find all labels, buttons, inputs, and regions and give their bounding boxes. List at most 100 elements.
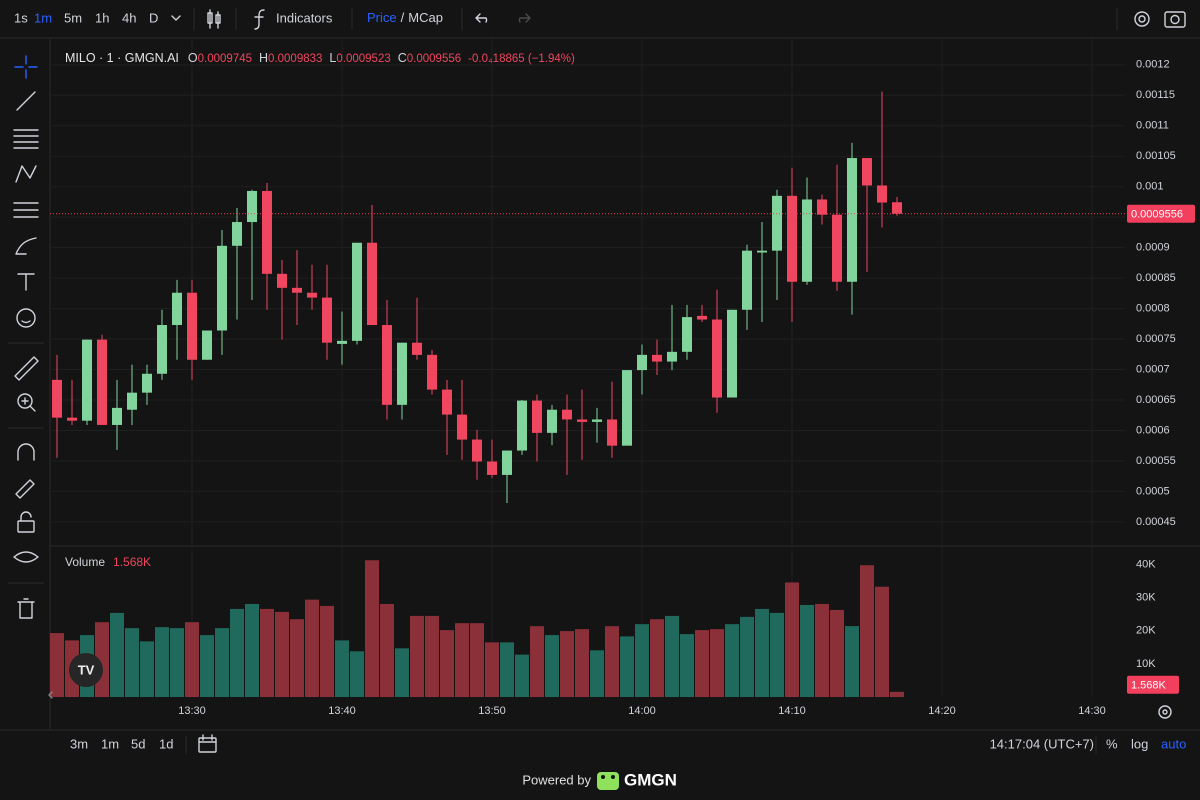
y-tick-label: 0.0006 [1136,424,1170,436]
mcap-option[interactable]: MCap [408,10,443,25]
candle-body [787,195,797,282]
candle-body [862,158,872,186]
volume-bar [425,615,439,697]
svg-text:TV: TV [78,662,95,677]
candle-body [547,409,557,433]
price-option[interactable]: Price [367,10,397,25]
volume-bar [635,624,649,697]
candle-body [67,417,77,421]
volume-bar [260,608,274,697]
candle-body [217,245,227,331]
top-toolbar: 1s 1m 5m 1h 4h D Indicators Price / MCap [14,8,1186,30]
interval[interactable]: 5m [64,10,82,25]
candle-body [427,354,437,390]
volume-bar [380,603,394,697]
volume-bar [650,619,664,697]
candle-body [442,389,452,415]
zoom-tool[interactable] [17,393,36,412]
volume-badge [1127,675,1179,694]
volume-bar [725,624,739,697]
interval-menu[interactable] [171,15,181,21]
candle-body [607,419,617,446]
ohlc-key: O [188,51,198,65]
x-tick-label: 14:20 [928,705,956,717]
date-range-button[interactable] [198,734,217,753]
interval[interactable]: 1h [95,10,109,25]
candle-body [532,400,542,433]
candle-body [202,330,212,360]
volume-bar [110,612,124,697]
candle-body [817,199,827,215]
stay-drawing-tool[interactable] [15,479,35,499]
chart-type-icon[interactable] [207,9,221,29]
candle-body [757,250,767,253]
range-button[interactable]: 1d [159,736,173,751]
range-button[interactable]: 3m [70,736,88,751]
indicators-icon[interactable] [254,9,265,30]
auto-toggle[interactable]: auto [1161,736,1186,751]
percent-toggle[interactable]: % [1106,736,1118,751]
volume-bar [215,628,229,697]
candle-body [232,222,242,246]
interval[interactable]: 4h [122,10,136,25]
clock[interactable]: 14:17:04 (UTC+7) [990,736,1094,751]
y-tick-label: 0.00075 [1136,333,1176,345]
settings-button[interactable] [1134,11,1150,27]
volume-tick-label: 20K [1136,625,1156,637]
ruler-tool[interactable] [14,356,39,381]
volume-bar [770,612,784,697]
text-tool[interactable] [17,273,35,291]
volume-bar [620,636,634,697]
range-button[interactable]: 5d [131,736,145,751]
candle-body [487,461,497,475]
volume-bar [335,640,349,697]
screenshot-button[interactable] [1164,11,1186,28]
volume-tick-label: 30K [1136,592,1156,604]
redo-button[interactable] [518,13,531,23]
candle-body [157,325,167,374]
powered-text: Powered by [522,772,591,787]
volume-bar [740,616,754,697]
interval[interactable]: 1s [14,10,28,25]
lock-tool[interactable] [17,511,35,533]
collapse-arrow[interactable] [48,691,53,699]
log-toggle[interactable]: log [1131,736,1148,751]
indicators-button[interactable]: Indicators [276,10,333,25]
volume-bar [875,586,889,697]
prediction-tool[interactable] [13,202,39,218]
volume-bar [860,565,874,697]
interval[interactable]: 1m [34,10,52,25]
volume-value-label: 1.568K [1131,680,1167,692]
brush-tool[interactable] [15,237,37,255]
volume-bar [365,560,379,697]
x-tick-label: 14:10 [778,705,806,717]
range-button[interactable]: 1m [101,736,119,751]
volume-bar [710,629,724,697]
ohlc-key: L [329,51,336,65]
y-tick-label: 0.00105 [1136,150,1176,162]
crosshair-tool[interactable] [14,55,38,79]
hide-tool[interactable] [13,551,39,563]
undo-button[interactable] [475,13,488,23]
price-toggle[interactable]: Price / MCap [367,10,443,25]
candle-body [337,340,347,344]
candle-body [142,373,152,393]
magnet-tool[interactable] [17,443,35,461]
fib-tool[interactable] [13,129,39,149]
scale-settings[interactable] [1158,705,1172,719]
volume-bar [515,654,529,697]
volume-bar [560,631,574,697]
volume-value: 1.568K [113,555,151,569]
volume-bar [170,628,184,697]
volume-bar [605,626,619,697]
delete-tool[interactable] [17,598,35,619]
volume-bar [140,641,154,697]
candle-body [877,185,887,203]
interval[interactable]: D [149,10,158,25]
emoji-tool[interactable] [16,308,36,328]
trend-line-tool[interactable] [16,91,36,111]
volume-tick-label: 10K [1136,658,1156,670]
candle-body [892,202,902,214]
candle-body [187,292,197,360]
pattern-tool[interactable] [15,165,37,183]
